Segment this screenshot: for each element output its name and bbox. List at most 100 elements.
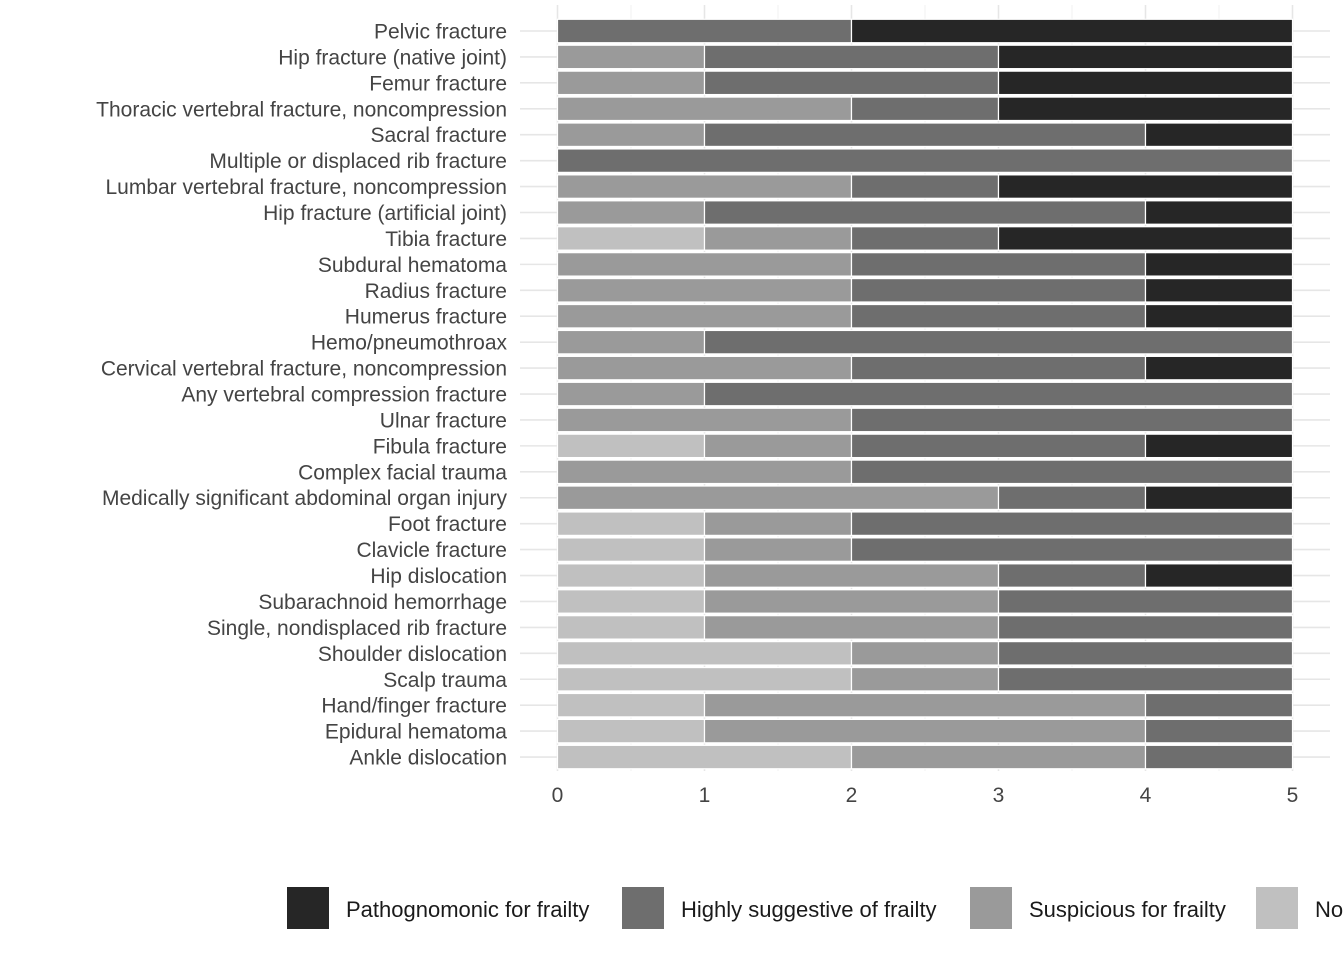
category-label: Foot fracture [388, 513, 507, 536]
category-label: Fibula fracture [373, 435, 507, 458]
bar-segment [997, 641, 1294, 666]
bar-segment [850, 18, 1294, 44]
legend-key [970, 887, 1012, 929]
bar-segment [850, 744, 1147, 770]
bar-segment [1144, 355, 1294, 381]
bar-segment [1144, 718, 1294, 744]
category-label: Shoulder dislocation [318, 643, 507, 666]
legend-label: Pathognomonic for frailty [346, 897, 589, 922]
bar-segment [556, 485, 1000, 511]
bar-segment [850, 511, 1294, 536]
bar-segment [556, 563, 706, 588]
bar-segment [850, 174, 1000, 199]
bar-segment [556, 666, 853, 692]
bar-segment [1144, 485, 1294, 511]
category-label: Hip fracture (native joint) [278, 46, 507, 69]
bar-segment [1144, 303, 1294, 329]
bar-segment [703, 329, 1294, 355]
bar-segment [1144, 252, 1294, 277]
x-tick-label: 0 [552, 784, 564, 807]
bar-segment [997, 44, 1294, 70]
bar-segment [850, 355, 1147, 381]
bar-segment [1144, 744, 1294, 770]
bar-segment [997, 563, 1147, 588]
category-label: Clavicle fracture [356, 539, 507, 562]
category-label: Thoracic vertebral fracture, noncompress… [96, 98, 507, 121]
legend-key [1256, 887, 1298, 929]
bar-segment [850, 407, 1294, 433]
legend-key [287, 887, 329, 929]
bar-segment [556, 96, 853, 122]
bar-segment [556, 744, 853, 770]
category-label: Single, nondisplaced rib fracture [207, 617, 507, 640]
bar-segment [997, 174, 1294, 199]
bar-segment [556, 589, 706, 614]
bar-segment [850, 641, 1000, 666]
bar-segment [997, 70, 1294, 96]
bar-segment [556, 70, 706, 96]
bar-segment [556, 692, 706, 718]
bar-segment [1144, 200, 1294, 225]
bar-segment [850, 278, 1147, 303]
bar-segment [703, 122, 1147, 148]
category-label: Complex facial trauma [298, 461, 507, 484]
bar-segment [703, 433, 853, 459]
category-label: Any vertebral compression fracture [181, 384, 507, 407]
category-label: Lumbar vertebral fracture, noncompressio… [105, 176, 507, 199]
category-label: Sacral fracture [370, 124, 507, 147]
category-label: Ankle dislocation [349, 747, 507, 770]
legend-label: Highly suggestive of frailty [681, 897, 937, 922]
bar-segment [703, 511, 853, 536]
legend-label: Suspicious for frailty [1029, 897, 1226, 922]
x-axis-tick-labels: 0 1 2 3 4 5 [552, 784, 1299, 807]
bar-segment [703, 200, 1147, 225]
bar-segment [556, 355, 853, 381]
bar-segment [1144, 433, 1294, 459]
bar-segment [997, 226, 1294, 251]
category-label: Pelvic fracture [374, 21, 507, 44]
x-tick-label: 5 [1287, 784, 1299, 807]
bar-segment [997, 666, 1294, 692]
x-tick-label: 1 [699, 784, 711, 807]
x-tick-label: 3 [993, 784, 1005, 807]
category-label: Hand/finger fracture [321, 695, 507, 718]
bar-segment [850, 303, 1147, 329]
x-tick-label: 4 [1140, 784, 1152, 807]
category-label: Cervical vertebral fracture, noncompress… [101, 358, 507, 381]
category-label: Femur fracture [369, 72, 507, 95]
bar-segment [556, 329, 706, 355]
bar-segment [556, 615, 706, 640]
category-label: Subarachnoid hemorrhage [258, 591, 507, 614]
bar-segment [997, 589, 1294, 614]
bar-segment [556, 44, 706, 70]
bar-segment [556, 459, 853, 485]
category-label: Hip fracture (artificial joint) [263, 202, 507, 225]
bar-segment [556, 511, 706, 536]
legend-key [622, 887, 664, 929]
bar-segment [556, 433, 706, 459]
bar-segment [703, 537, 853, 562]
bar-segment [1144, 692, 1294, 718]
x-tick-label: 2 [846, 784, 858, 807]
bar-segment [850, 226, 1000, 251]
bar-segment [703, 615, 1000, 640]
bar-segment [703, 70, 1000, 96]
category-label: Radius fracture [365, 280, 507, 303]
bar-segment [997, 96, 1294, 122]
bar-segment [556, 303, 853, 329]
bar-segments [556, 18, 1294, 770]
category-label: Ulnar fracture [380, 409, 507, 432]
bar-segment [1144, 122, 1294, 148]
bar-segment [997, 485, 1147, 511]
bar-segment [703, 226, 853, 251]
bar-segment [556, 407, 853, 433]
bar-segment [1144, 563, 1294, 588]
bar-segment [850, 96, 1000, 122]
category-label: Hemo/pneumothroax [311, 332, 508, 355]
bar-segment [556, 381, 706, 407]
bar-segment [703, 563, 1000, 588]
bar-segment [850, 433, 1147, 459]
bar-segment [556, 278, 853, 303]
category-label: Subdural hematoma [318, 254, 507, 277]
